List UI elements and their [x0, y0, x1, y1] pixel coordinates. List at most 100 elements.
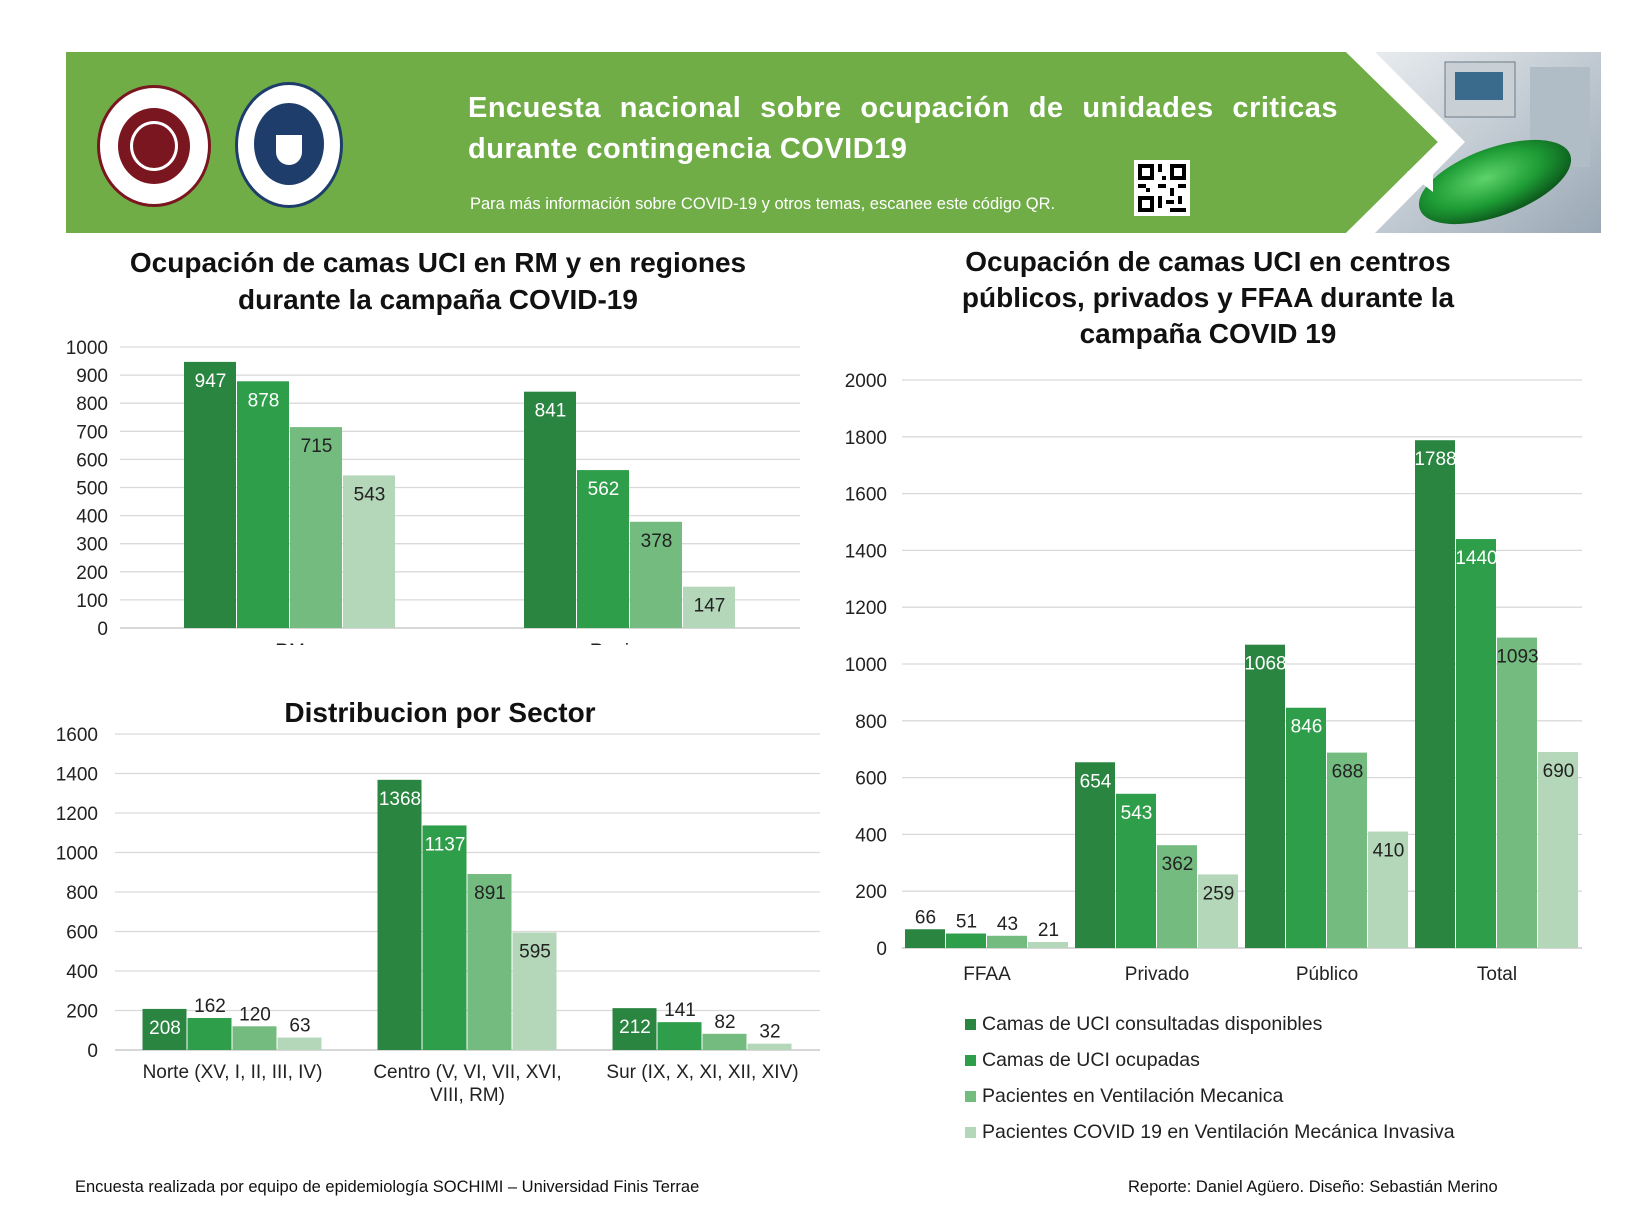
- y-tick-label: 600: [66, 923, 98, 944]
- qr-code-icon[interactable]: [1134, 160, 1190, 216]
- y-tick-label: 400: [66, 962, 98, 983]
- data-label: 947: [195, 371, 227, 392]
- data-label: 141: [664, 1000, 696, 1021]
- bar: [277, 1037, 322, 1050]
- bar: [905, 929, 945, 948]
- y-tick-label: 1600: [845, 485, 887, 506]
- data-label: 715: [301, 436, 333, 457]
- y-tick-label: 2000: [845, 371, 887, 392]
- data-label: 212: [619, 1017, 651, 1038]
- legend-item: Pacientes en Ventilación Mecanica: [965, 1078, 1455, 1114]
- banner-subtitle: Para más información sobre COVID-19 y ot…: [470, 195, 1056, 213]
- bar: [1327, 752, 1367, 948]
- chart-title-tipo-centro: Ocupación de camas UCI en centros públic…: [961, 246, 1455, 349]
- data-label: 259: [1203, 883, 1235, 904]
- y-tick-label: 400: [76, 507, 108, 528]
- header-banner: [66, 52, 1601, 233]
- bar: [1075, 762, 1115, 948]
- data-label: 63: [289, 1016, 310, 1037]
- bar: [702, 1033, 747, 1050]
- bar: [1245, 644, 1285, 948]
- bar: [946, 933, 986, 948]
- bar: [630, 521, 682, 628]
- y-tick-label: 1200: [845, 598, 887, 619]
- x-tick-label: Sur (IX, X, XI, XII, XIV): [606, 1062, 798, 1083]
- data-label: 690: [1543, 761, 1575, 782]
- y-tick-label: 800: [76, 394, 108, 415]
- bar: [1497, 637, 1537, 948]
- data-label: 562: [588, 479, 620, 500]
- bar: [1028, 942, 1068, 948]
- legend-swatch: [965, 1018, 976, 1030]
- data-label: 43: [997, 914, 1018, 935]
- bar: [1286, 707, 1326, 948]
- y-tick-label: 500: [76, 479, 108, 500]
- x-tick-label: Norte (XV, I, II, III, IV): [143, 1062, 323, 1083]
- chart-title-sector: Distribucion por Sector: [284, 697, 596, 728]
- data-label: 378: [641, 531, 673, 552]
- data-label: 841: [535, 401, 567, 422]
- y-tick-label: 600: [855, 769, 887, 790]
- legend-item: Camas de UCI ocupadas: [965, 1042, 1455, 1078]
- data-label: 1068: [1244, 654, 1286, 675]
- bar: [343, 475, 395, 628]
- y-tick-label: 0: [87, 1041, 98, 1062]
- bar: [747, 1043, 792, 1050]
- bar: [1157, 845, 1197, 948]
- bar: [232, 1026, 277, 1050]
- bar: [467, 874, 512, 1050]
- sociedad-chilena-medicina-intensiva-logo: [97, 85, 211, 207]
- y-tick-label: 0: [876, 939, 887, 960]
- data-label: 1137: [425, 834, 466, 855]
- bar: [612, 1008, 657, 1050]
- y-tick-label: 700: [76, 422, 108, 443]
- y-tick-label: 100: [76, 591, 108, 612]
- data-label: 891: [474, 883, 506, 904]
- data-label: 1440: [1455, 548, 1497, 569]
- y-tick-label: 600: [76, 450, 108, 471]
- legend-swatch: [965, 1054, 976, 1066]
- chart-sector: 0 200 400 600 800 1000 1200 1400 1600 208 162 120 63…: [56, 725, 820, 1106]
- bar: [987, 935, 1027, 948]
- y-tick-label: 800: [855, 712, 887, 733]
- data-label: 82: [714, 1012, 735, 1033]
- y-tick-label: 800: [66, 883, 98, 904]
- y-tick-label: 1200: [56, 804, 98, 825]
- x-tick-label: RM: [275, 641, 305, 645]
- bar: [237, 381, 289, 628]
- data-label: 147: [694, 596, 726, 617]
- data-label: 543: [354, 484, 386, 505]
- y-tick-label: 200: [855, 882, 887, 903]
- data-label: 688: [1332, 762, 1364, 783]
- y-tick-label: 1000: [56, 844, 98, 865]
- data-label: 120: [239, 1004, 271, 1025]
- bar: [1116, 793, 1156, 948]
- universidad-finis-terrae-logo: [235, 82, 343, 208]
- x-tick-label: Público: [1296, 964, 1358, 985]
- y-tick-label: 1600: [56, 725, 98, 746]
- x-tick-label: Privado: [1125, 964, 1189, 985]
- y-tick-label: 1400: [56, 765, 98, 786]
- data-label: 846: [1291, 717, 1323, 738]
- y-tick-label: 900: [76, 366, 108, 387]
- bar: [524, 391, 576, 628]
- legend-label: Camas de UCI ocupadas: [982, 1048, 1200, 1071]
- data-label: 410: [1373, 841, 1405, 862]
- bar: [187, 1018, 232, 1050]
- bar: [683, 586, 735, 628]
- data-label: 1368: [379, 789, 421, 810]
- ventilator-photo: [1345, 52, 1601, 233]
- footer-credit-left: Encuesta realizada por equipo de epidemi…: [75, 1178, 700, 1196]
- y-tick-label: 200: [66, 1002, 98, 1023]
- bar: [512, 932, 557, 1050]
- data-label: 1093: [1496, 647, 1538, 668]
- x-tick-label: Total: [1477, 964, 1517, 985]
- y-tick-label: 400: [855, 825, 887, 846]
- banner-background: [66, 52, 1458, 233]
- bar: [1368, 831, 1408, 948]
- data-label: 208: [149, 1018, 181, 1039]
- data-label: 654: [1080, 771, 1112, 792]
- y-tick-label: 200: [76, 563, 108, 584]
- x-tick-label: FFAA: [963, 964, 1011, 985]
- y-tick-label: 300: [76, 535, 108, 556]
